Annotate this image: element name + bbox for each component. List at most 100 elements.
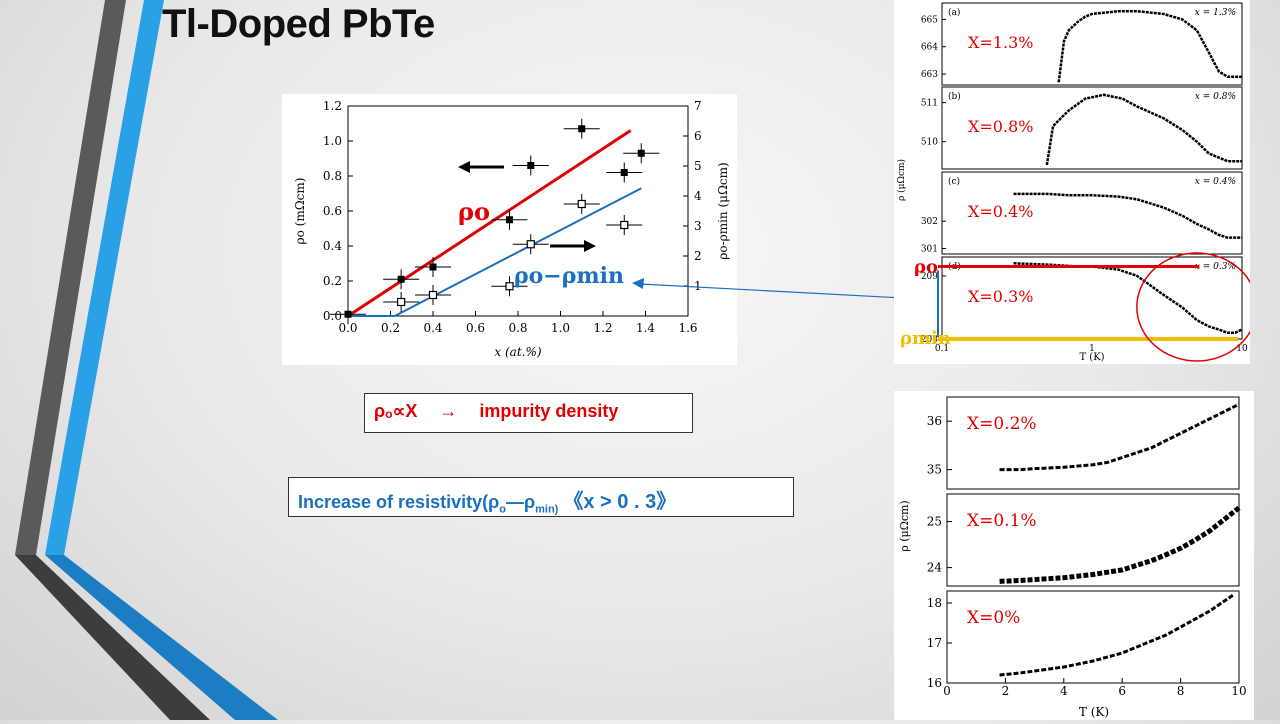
- panel-label: (b): [948, 91, 961, 102]
- data-point-filled: [527, 162, 535, 169]
- data-point-open: [505, 282, 514, 291]
- data-point-filled: [397, 275, 405, 283]
- y-tick-label: 0.0: [323, 309, 342, 323]
- x-tick-label: 0.6: [466, 321, 485, 335]
- panel-frame: [946, 493, 1240, 587]
- concentration-annotation: X=0%: [967, 608, 1020, 628]
- data-point-filled: [429, 263, 437, 271]
- panel-x-label: x = 1.3%: [1195, 8, 1236, 18]
- x-tick-label: 0.4: [423, 321, 442, 335]
- y-tick-label: 665: [921, 15, 938, 25]
- panel-frame: [941, 171, 1243, 255]
- rho-vs-t-linear-chart: ρ (μΩcm) T (K) 35 36 X=0.2% 24 25 X=0.1% 16 17 1…: [894, 391, 1254, 720]
- c2-x-axis-label: T (K): [1079, 352, 1104, 363]
- x-tick-label: 0.1: [935, 344, 949, 354]
- data-point-filled: [578, 125, 586, 133]
- y-right-tick-label: 3: [694, 219, 702, 233]
- panel-frame: [946, 590, 1240, 684]
- panel-x-label: x = 0.8%: [1195, 92, 1236, 102]
- y-tick-label: 208: [921, 335, 938, 345]
- x-tick-label: 1.2: [593, 321, 612, 335]
- y-tick-label: 16: [927, 676, 942, 690]
- y-axis-label-right: ρo-ρmin (μΩcm): [716, 162, 730, 259]
- data-curve: [999, 593, 1235, 677]
- concentration-annotation: X=0.4%: [968, 202, 1033, 221]
- rho-vs-x-chart: ρo (mΩcm) ρo-ρmin (μΩcm) x (at.%) 0.0 0.2…: [282, 94, 737, 365]
- y-tick-label: 36: [927, 414, 942, 428]
- resistivity-prefix: Increase of resistivity(ρ: [298, 492, 500, 512]
- y-right-tick-label: 2: [694, 249, 702, 263]
- data-curve: [1013, 192, 1242, 239]
- data-curve: [1013, 262, 1243, 334]
- data-point-filled: [620, 169, 628, 176]
- fit-line: [348, 187, 642, 317]
- x-tick-label: 0.2: [381, 321, 400, 335]
- dash-rho: —ρ: [505, 492, 536, 512]
- y-right-tick-label: 7: [694, 99, 702, 113]
- x-tick-label: 8: [1177, 684, 1185, 698]
- y-tick-label: 25: [927, 515, 942, 529]
- y-tick-label: 24: [927, 561, 943, 575]
- x-tick-label: 1: [1089, 344, 1095, 354]
- y-tick-label: 17: [927, 636, 942, 650]
- data-curve: [999, 505, 1241, 584]
- y-tick-label: 35: [927, 463, 942, 477]
- data-point-filled: [344, 310, 352, 318]
- sub-min: min): [535, 503, 559, 516]
- data-point-filled: [506, 216, 513, 224]
- data-curve: [999, 402, 1240, 472]
- y-tick-label: 0.4: [323, 239, 342, 253]
- y-axis-label: ρo (mΩcm): [293, 178, 307, 245]
- slide-title: Tl-Doped PbTe: [162, 2, 435, 46]
- rho-min-marker: ρmin: [900, 328, 951, 349]
- data-point-open: [397, 297, 406, 307]
- y-right-tick-label: 6: [694, 129, 702, 143]
- panel-frame: [941, 2, 1243, 86]
- sub-o: o: [499, 503, 506, 516]
- y-tick-label: 0.6: [323, 204, 342, 218]
- x-tick-label: 1.0: [551, 321, 570, 335]
- panel-frame: [946, 396, 1240, 490]
- concentration-annotation: X=0.2%: [967, 414, 1037, 434]
- y-tick-label: 663: [921, 70, 938, 80]
- right-arrow-head: [584, 240, 596, 252]
- left-arrow-head: [458, 161, 470, 173]
- x-tick-label: 1.4: [636, 321, 655, 335]
- data-point-open: [620, 220, 629, 230]
- rho-diff-label: ρo−ρmin: [514, 263, 624, 289]
- x-tick-label: 6: [1118, 684, 1126, 698]
- y-tick-label: 301: [921, 245, 938, 255]
- panel-x-label: x = 0.4%: [1195, 177, 1236, 187]
- y-right-tick-label: 5: [694, 159, 702, 173]
- y-tick-label: 511: [921, 99, 938, 109]
- x-tick-label: 10: [1231, 684, 1246, 698]
- data-point-filled: [637, 149, 645, 157]
- y-tick-label: 1.2: [323, 99, 342, 113]
- data-curve: [1045, 93, 1242, 166]
- rho-o-marker: ρo: [914, 256, 938, 277]
- concentration-annotation: X=0.1%: [967, 511, 1037, 531]
- x-tick-label: 1.6: [678, 321, 697, 335]
- proportional-expression: ρₒ∝X: [374, 401, 418, 421]
- rho-vs-t-log-svg: ρ (μΩcm) T (K) 663 664 665 (a) x = 1.3% X=1.3…: [896, 2, 1258, 363]
- panel-frame: [941, 86, 1243, 170]
- rho-vs-t-log-chart: ρ (μΩcm) T (K) 663 664 665 (a) x = 1.3% X=1.3…: [894, 0, 1258, 364]
- y-tick-label: 510: [921, 138, 938, 148]
- rho-vs-x-svg: ρo (mΩcm) ρo-ρmin (μΩcm) x (at.%) 0.0 0.2…: [293, 99, 730, 359]
- y-tick-label: 18: [927, 596, 942, 610]
- c3-y-axis-label: ρ (μΩcm): [898, 500, 911, 551]
- impurity-density-box: ρₒ∝X → impurity density: [364, 393, 693, 433]
- y-right-tick-label: 1: [694, 279, 702, 293]
- x-tick-label: 4: [1060, 684, 1068, 698]
- data-curve: [1057, 9, 1242, 83]
- y-tick-label: 1.0: [323, 134, 342, 148]
- y-right-tick-label: 4: [694, 189, 702, 203]
- y-tick-label: 0.8: [323, 169, 342, 183]
- x-tick-label: 0.0: [338, 321, 357, 335]
- c2-y-axis-label: ρ (μΩcm): [896, 159, 907, 201]
- x-tick-label: 2: [1002, 684, 1010, 698]
- data-point-open: [577, 199, 586, 209]
